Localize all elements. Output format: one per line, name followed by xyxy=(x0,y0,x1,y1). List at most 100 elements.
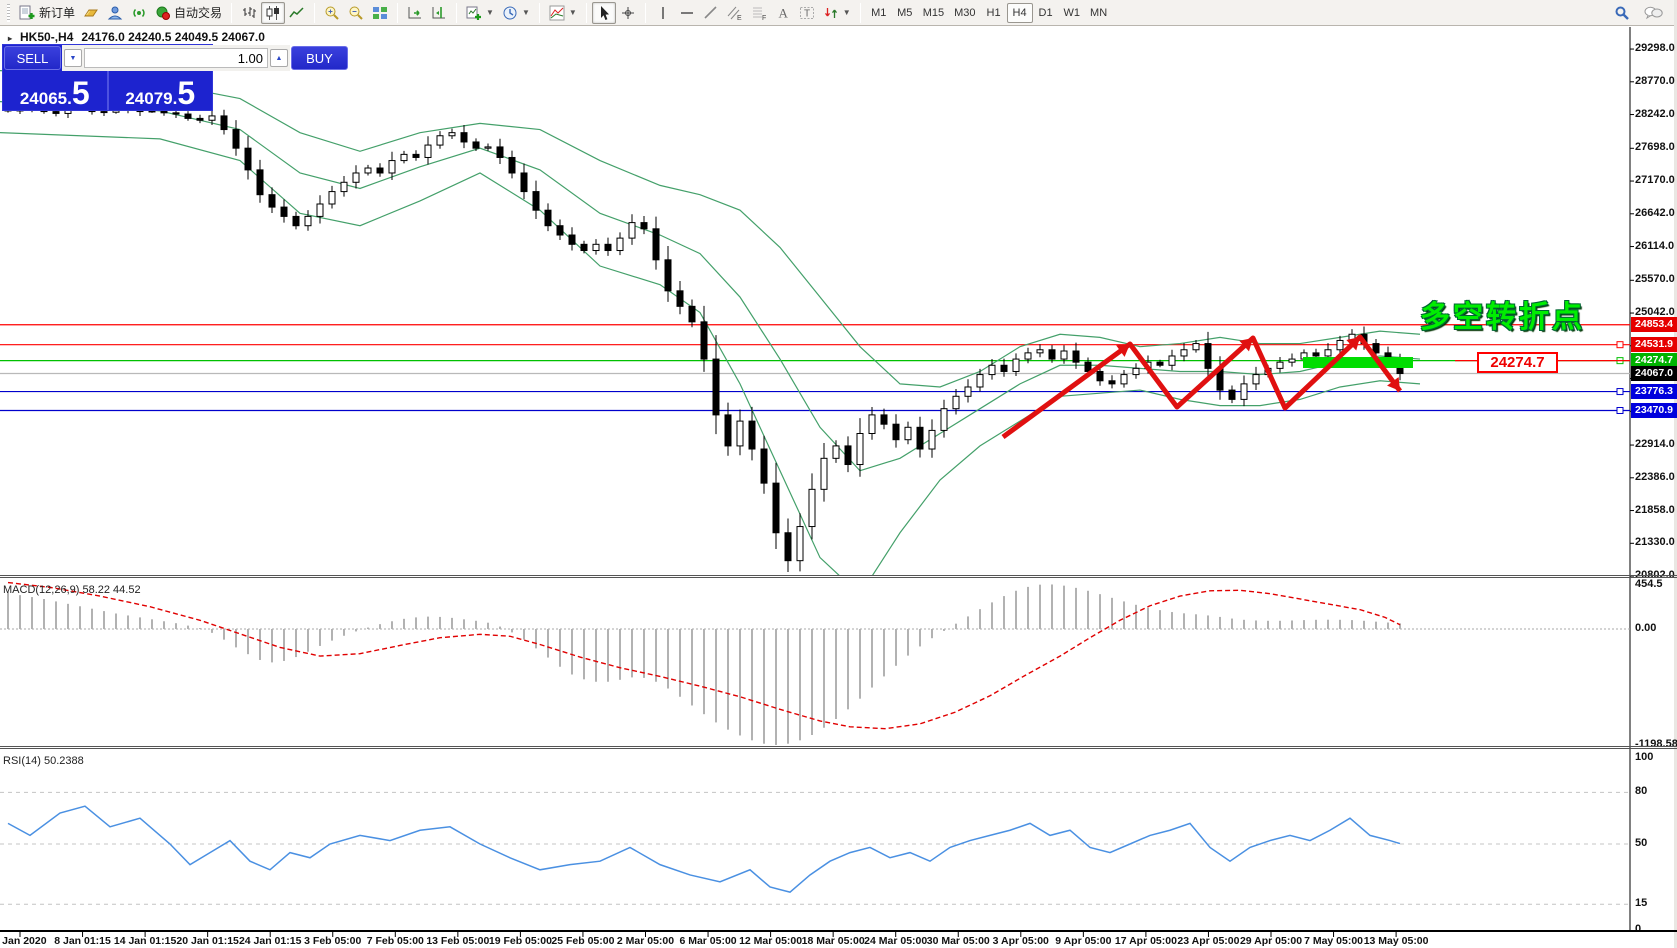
timeframe-h4[interactable]: H4 xyxy=(1006,2,1033,23)
price-badge-23776.3: 23776.3 xyxy=(1631,384,1677,400)
tile-windows-button[interactable] xyxy=(368,2,392,24)
price-tick-label: 28242.0 xyxy=(1635,107,1675,120)
fibo-icon: F xyxy=(751,5,767,21)
price-tick-label: 25042.0 xyxy=(1635,306,1675,319)
candle xyxy=(676,290,684,307)
indicators-button[interactable]: ▼ xyxy=(545,2,581,24)
candle xyxy=(1372,343,1380,354)
zigzag-arrowhead xyxy=(1239,338,1253,352)
candle xyxy=(580,243,588,252)
date-label: 23 Apr 05:00 xyxy=(1177,935,1240,947)
profiles-button[interactable]: ▼ xyxy=(498,2,534,24)
chart-shift-button[interactable] xyxy=(427,2,451,24)
candle xyxy=(568,234,576,245)
auto-scroll-button[interactable] xyxy=(403,2,427,24)
shapes-icon xyxy=(823,5,839,21)
volume-up-button[interactable]: ▲ xyxy=(270,49,288,67)
candle xyxy=(904,426,912,441)
rsi-axis-label: 15 xyxy=(1635,897,1648,910)
zigzag-arrowhead xyxy=(1116,344,1130,357)
toolbar-group: ▼ ▼ xyxy=(460,0,536,26)
horizontal-line-button[interactable] xyxy=(675,2,699,24)
timeframe-mn[interactable]: MN xyxy=(1090,6,1108,19)
candle xyxy=(376,167,384,174)
crosshair-button[interactable] xyxy=(616,2,640,24)
date-label: 29 Apr 05:00 xyxy=(1239,935,1303,947)
volume-input[interactable] xyxy=(84,48,268,68)
date-label: 24 Mar 05:00 xyxy=(864,935,928,947)
line-handle[interactable] xyxy=(1616,407,1624,415)
price-tick-label: 26642.0 xyxy=(1635,206,1675,219)
sell-price[interactable]: 24065. 5 xyxy=(3,71,107,110)
search-icon[interactable] xyxy=(1610,2,1634,24)
toolbar-separator xyxy=(585,2,587,23)
toolbar-separator xyxy=(859,2,861,23)
green-highlight-bar[interactable] xyxy=(1303,357,1413,368)
timeframe-h1[interactable]: H1 xyxy=(986,6,1001,19)
dropdown-arrow-icon[interactable]: ▼ xyxy=(842,8,851,17)
price-divider xyxy=(106,71,109,110)
line-handle[interactable] xyxy=(1616,341,1624,349)
zoom-out-button[interactable] xyxy=(344,2,368,24)
label-button[interactable]: T xyxy=(795,2,819,24)
trendline-button[interactable] xyxy=(699,2,723,24)
timeframe-m30[interactable]: M30 xyxy=(954,6,976,19)
sell-button[interactable]: SELL xyxy=(4,46,61,70)
fibonacci-button[interactable]: F xyxy=(747,2,771,24)
date-label: 9 Apr 05:00 xyxy=(1055,935,1112,947)
line-handle[interactable] xyxy=(1616,388,1624,396)
candlestick-chart-button[interactable] xyxy=(261,1,286,24)
candle xyxy=(1060,350,1068,360)
line-chart-button[interactable] xyxy=(285,2,309,24)
zoom-in-icon xyxy=(324,5,340,21)
candle xyxy=(700,321,708,360)
price-tick-label: 27170.0 xyxy=(1635,174,1675,187)
timeframe-w1[interactable]: W1 xyxy=(1063,6,1081,19)
candle xyxy=(496,146,504,158)
buy-price[interactable]: 24079. 5 xyxy=(109,71,213,110)
toolbar-separator xyxy=(456,2,458,23)
candle xyxy=(1312,352,1320,357)
deposit-button[interactable] xyxy=(79,2,103,24)
candle xyxy=(796,526,804,562)
candle xyxy=(628,222,636,239)
autotrading-icon xyxy=(155,5,171,21)
candle xyxy=(1240,383,1248,400)
cursor-button[interactable] xyxy=(591,1,616,24)
pane-separator[interactable] xyxy=(0,746,1677,747)
channel-button[interactable]: E xyxy=(723,2,747,24)
dropdown-arrow-icon[interactable]: ▼ xyxy=(521,8,530,17)
chat-icon[interactable] xyxy=(1640,2,1667,24)
new-order-button[interactable]: 新订单 xyxy=(15,2,79,24)
svg-text:A: A xyxy=(778,5,788,20)
candle xyxy=(544,209,552,227)
volume-down-button[interactable]: ▼ xyxy=(64,49,82,67)
bar-chart-button[interactable] xyxy=(237,2,261,24)
price-callout-box[interactable]: 24274.7 xyxy=(1477,352,1558,373)
vertical-line-button[interactable] xyxy=(651,2,675,24)
profile-button[interactable] xyxy=(103,2,127,24)
signals-button[interactable] xyxy=(127,2,151,24)
shapes-button[interactable]: ▼ xyxy=(819,2,855,24)
chart-shift-icon xyxy=(431,5,447,21)
timeframe-m1[interactable]: M1 xyxy=(871,6,887,19)
candle xyxy=(1324,349,1332,357)
autotrading-button[interactable]: 自动交易 xyxy=(151,2,226,24)
text-button[interactable]: A xyxy=(771,2,795,24)
dropdown-arrow-icon[interactable]: ▼ xyxy=(486,8,494,17)
buy-price-main: 24079. xyxy=(125,89,178,108)
svg-text:F: F xyxy=(762,15,766,21)
timeframe-m5[interactable]: M5 xyxy=(897,6,913,19)
timeframe-d1[interactable]: D1 xyxy=(1038,6,1053,19)
dropdown-arrow-icon[interactable]: ▼ xyxy=(568,8,577,17)
timeframe-m15[interactable]: M15 xyxy=(922,6,945,19)
pane-separator[interactable] xyxy=(0,575,1677,576)
zoom-in-button[interactable] xyxy=(320,2,344,24)
new-chart-button[interactable]: ▼ xyxy=(462,2,498,24)
candle xyxy=(820,457,828,490)
buy-button[interactable]: BUY xyxy=(291,46,348,70)
pane-separator xyxy=(0,748,1677,749)
candle xyxy=(616,237,624,252)
